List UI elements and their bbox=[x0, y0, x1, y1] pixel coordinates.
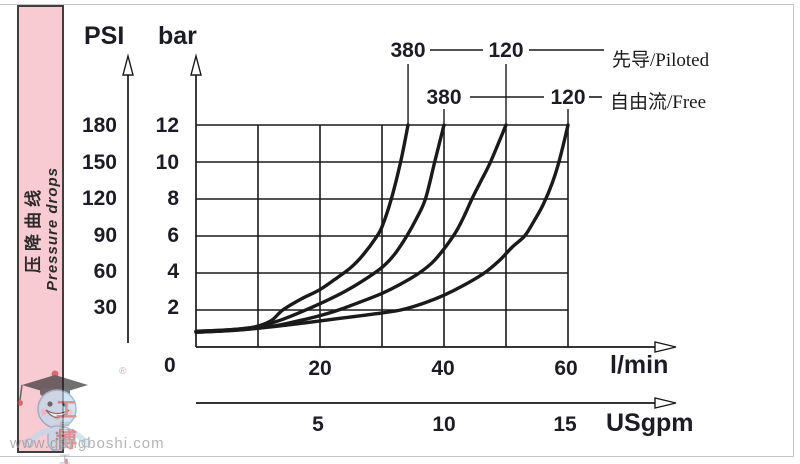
curve-380-free bbox=[194, 123, 446, 333]
registered-mark-icon: ® bbox=[119, 366, 127, 377]
bar-tick-6: 6 bbox=[167, 224, 179, 247]
lmin-axis-arrow bbox=[654, 341, 677, 353]
psi-tick-180: 180 bbox=[81, 114, 117, 137]
legend-name-free: 自由流/Free bbox=[610, 92, 707, 113]
curve-120-free bbox=[194, 123, 570, 334]
watermark-url: www.gongboshi.com bbox=[10, 435, 165, 452]
psi-tick-60: 60 bbox=[93, 260, 117, 283]
psi-tick-30: 30 bbox=[93, 296, 117, 319]
legend-name-piloted: 先导/Piloted bbox=[612, 50, 710, 71]
legend-120-free: 120 bbox=[550, 86, 586, 109]
lmin-tick-40: 40 bbox=[431, 357, 455, 380]
legend-120-piloted: 120 bbox=[488, 39, 524, 62]
psi-axis-label: PSI bbox=[84, 22, 125, 50]
bar-tick-4: 4 bbox=[167, 260, 179, 283]
usgpm-tick-5: 5 bbox=[312, 413, 324, 436]
lmin-tick-60: 60 bbox=[554, 357, 578, 380]
psi-axis-arrow bbox=[122, 53, 134, 76]
legend-380-piloted: 380 bbox=[390, 39, 426, 62]
curve-120-piloted bbox=[194, 123, 508, 334]
lmin-tick-20: 20 bbox=[308, 357, 332, 380]
figure-border bbox=[0, 4, 794, 457]
curve-380-piloted bbox=[194, 123, 410, 333]
psi-tick-90: 90 bbox=[93, 224, 117, 247]
bar-tick-2: 2 bbox=[167, 296, 179, 319]
bar-axis-label: bar bbox=[158, 22, 197, 50]
lmin-axis-label: l/min bbox=[610, 351, 669, 379]
legend-380-free: 380 bbox=[426, 86, 462, 109]
mascot-icon bbox=[17, 370, 91, 451]
usgpm-tick-10: 10 bbox=[432, 413, 456, 436]
bar-tick-10: 10 bbox=[155, 151, 179, 174]
watermark-brand: 工博士 bbox=[56, 398, 87, 464]
watermark-tagline: 智能工厂服务商 bbox=[59, 422, 73, 464]
banner-title-cn: 压降曲线 bbox=[24, 185, 44, 274]
psi-tick-150: 150 bbox=[81, 151, 117, 174]
bar-tick-8: 8 bbox=[167, 187, 179, 210]
usgpm-axis-label: USgpm bbox=[606, 409, 694, 437]
psi-tick-120: 120 bbox=[81, 187, 117, 210]
usgpm-tick-15: 15 bbox=[553, 413, 577, 436]
side-banner-text: 压降曲线 Pressure drops bbox=[20, 167, 62, 291]
banner-title-en: Pressure drops bbox=[44, 166, 62, 292]
origin-label: 0 bbox=[164, 354, 176, 377]
bar-tick-12: 12 bbox=[155, 114, 179, 137]
bar-axis-arrow bbox=[190, 53, 202, 76]
usgpm-axis-arrow bbox=[654, 397, 677, 409]
